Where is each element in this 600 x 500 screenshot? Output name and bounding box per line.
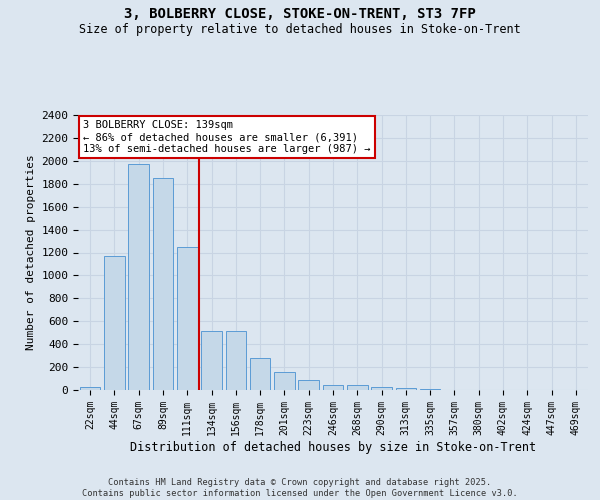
- Bar: [395, 388, 416, 390]
- Text: Size of property relative to detached houses in Stoke-on-Trent: Size of property relative to detached ho…: [79, 22, 521, 36]
- Bar: [250, 358, 271, 390]
- Bar: [201, 331, 222, 390]
- Y-axis label: Number of detached properties: Number of detached properties: [26, 154, 36, 350]
- Text: 3 BOLBERRY CLOSE: 139sqm
← 86% of detached houses are smaller (6,391)
13% of sem: 3 BOLBERRY CLOSE: 139sqm ← 86% of detach…: [83, 120, 371, 154]
- Bar: [104, 256, 125, 390]
- Text: 3, BOLBERRY CLOSE, STOKE-ON-TRENT, ST3 7FP: 3, BOLBERRY CLOSE, STOKE-ON-TRENT, ST3 7…: [124, 8, 476, 22]
- Bar: [226, 331, 246, 390]
- Bar: [274, 372, 295, 390]
- Bar: [177, 247, 197, 390]
- Bar: [420, 389, 440, 390]
- Text: Contains HM Land Registry data © Crown copyright and database right 2025.
Contai: Contains HM Land Registry data © Crown c…: [82, 478, 518, 498]
- Bar: [371, 386, 392, 390]
- Bar: [298, 380, 319, 390]
- X-axis label: Distribution of detached houses by size in Stoke-on-Trent: Distribution of detached houses by size …: [130, 440, 536, 454]
- Bar: [128, 164, 149, 390]
- Bar: [323, 385, 343, 390]
- Bar: [347, 386, 368, 390]
- Bar: [152, 178, 173, 390]
- Bar: [80, 387, 100, 390]
